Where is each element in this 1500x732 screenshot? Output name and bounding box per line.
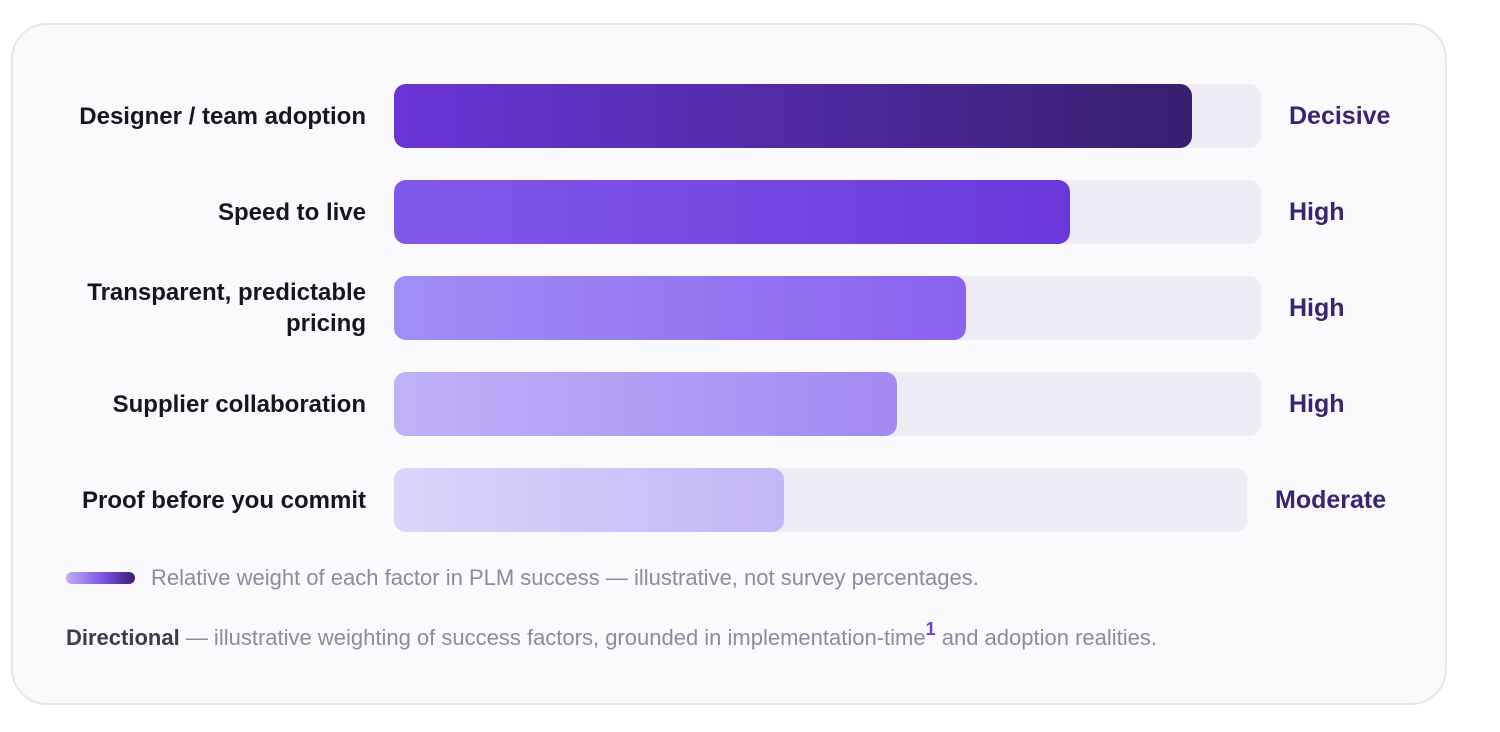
factor-label: Supplier collaboration	[112, 390, 366, 418]
legend: Relative weight of each factor in PLM su…	[66, 565, 979, 591]
bar-track	[394, 180, 1261, 244]
bar-track	[394, 276, 1261, 340]
bar	[394, 84, 1192, 148]
footnote-bold: Directional	[66, 625, 180, 650]
factor-label: Transparent, predictable pricing	[87, 279, 366, 337]
legend-gradient-swatch	[66, 572, 135, 584]
bar	[394, 276, 966, 340]
bar	[394, 180, 1070, 244]
importance-level-label: High	[1289, 197, 1345, 226]
bar-row: Supplier collaboration High	[13, 372, 1449, 436]
footnote-text-after: and adoption realities.	[935, 625, 1157, 650]
importance-level-label: Moderate	[1275, 485, 1387, 514]
bar-track	[394, 468, 1247, 532]
footnote-reference[interactable]: 1	[925, 619, 936, 639]
bar-track	[394, 84, 1261, 148]
bar	[394, 372, 897, 436]
footnote: Directional — illustrative weighting of …	[66, 620, 1157, 651]
chart-card: Designer / team adoption Decisive Speed to…	[11, 23, 1447, 705]
bar-row: Speed to live High	[13, 180, 1449, 244]
bar-row: Transparent, predictable pricing High	[13, 276, 1449, 340]
factor-label: Proof before you commit	[81, 486, 366, 514]
importance-level-label: High	[1289, 389, 1345, 418]
footnote-text-before: — illustrative weighting of success fact…	[179, 625, 926, 650]
importance-level-label: High	[1289, 293, 1345, 322]
factor-label: Speed to live	[217, 198, 366, 226]
bar	[394, 468, 784, 532]
bar-row: Designer / team adoption Decisive	[13, 84, 1449, 148]
legend-text: Relative weight of each factor in PLM su…	[151, 565, 979, 590]
bar-row: Proof before you commit Moderate	[13, 468, 1449, 532]
bar-track	[394, 372, 1261, 436]
importance-level-label: Decisive	[1289, 101, 1391, 130]
factor-label: Designer / team adoption	[79, 102, 366, 130]
